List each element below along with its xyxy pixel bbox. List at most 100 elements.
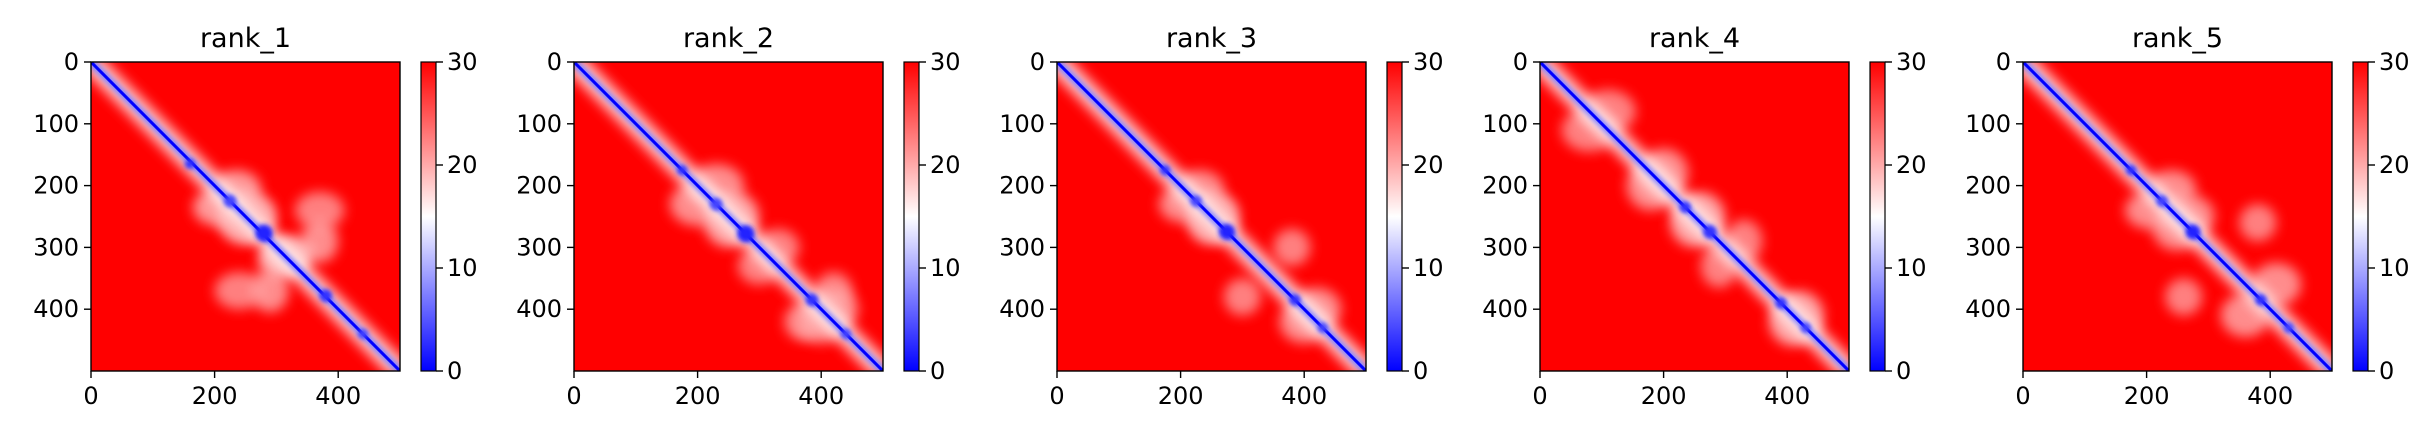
y-tick-label: 300: [33, 233, 79, 261]
heatmap-image: [2023, 62, 2332, 371]
domain-blob-3: [319, 289, 333, 302]
y-tick-label: 0: [64, 48, 79, 76]
y-tick-label: 400: [33, 295, 79, 323]
domain-blob-4: [2283, 322, 2294, 333]
colorbar: [421, 62, 436, 371]
x-tick-label: 0: [566, 382, 581, 410]
colorbar-tick-label: 30: [930, 48, 961, 76]
light-region-2-mirror: [2165, 278, 2203, 316]
domain-blob-0: [1679, 201, 1691, 213]
colorbar-tick-label: 0: [1896, 357, 1911, 385]
light-region-3-mirror: [294, 191, 345, 229]
x-tick-label: 400: [315, 382, 361, 410]
y-tick-label: 0: [547, 48, 562, 76]
x-tick-label: 0: [2015, 382, 2030, 410]
domain-blob-2: [255, 224, 273, 242]
x-tick-label: 200: [675, 382, 721, 410]
heatmap-panel-3: rank_3 0 200 400 0 100 200 300 400 0 10 20 30: [999, 23, 1443, 410]
light-region-3: [214, 272, 265, 310]
colorbar-frame: [1869, 61, 1886, 372]
axes-frame: [90, 61, 401, 372]
colorbar-tick-label: 10: [2379, 254, 2410, 282]
diagonal-line: [2023, 62, 2332, 371]
colorbar-tick-label: 0: [447, 357, 462, 385]
y-tick-label: 400: [1482, 295, 1528, 323]
x-tick-label: 0: [1049, 382, 1064, 410]
y-tick-label: 0: [1030, 48, 1045, 76]
colorbar-tick-label: 20: [930, 151, 961, 179]
colorbar-tick-label: 20: [447, 151, 478, 179]
axes-frame: [573, 61, 884, 372]
colorbar-tick-label: 10: [930, 254, 961, 282]
colorbar-tick-label: 10: [447, 254, 478, 282]
heatmap-panel-5: rank_5 0 200 400 0 100 200 300 400 0 10 20 30: [1965, 23, 2409, 410]
y-tick-label: 100: [516, 110, 562, 138]
heatmap-image: [574, 62, 883, 371]
domain-blob-2: [1218, 223, 1235, 240]
domain-blob-4: [357, 328, 368, 339]
colorbar: [904, 62, 919, 371]
domain-blob-0: [1160, 165, 1171, 176]
colorbar: [2353, 62, 2368, 371]
panel-title: rank_5: [2132, 23, 2223, 54]
y-tick-label: 400: [1965, 295, 2011, 323]
domain-blob-3: [805, 293, 819, 307]
light-region-2-mirror: [1223, 278, 1261, 316]
colorbar-frame: [2352, 61, 2369, 372]
x-tick-label: 200: [1158, 382, 1204, 410]
y-tick-label: 0: [1513, 48, 1528, 76]
colorbar: [1387, 62, 1402, 371]
y-tick-label: 300: [1482, 233, 1528, 261]
y-tick-label: 300: [1965, 233, 2011, 261]
colorbar-frame: [420, 61, 437, 372]
light-region-2: [2239, 204, 2277, 242]
colorbar-tick-label: 20: [2379, 151, 2410, 179]
y-tick-label: 100: [1965, 110, 2011, 138]
x-tick-label: 0: [83, 382, 98, 410]
colorbar-tick-label: 0: [2379, 357, 2394, 385]
heatmap-panel-4: rank_4 0 200 400 0 100 200 300 400 0 10 20 30: [1482, 23, 1926, 410]
axes-frame: [1539, 61, 1850, 372]
colorbar-tick-label: 0: [930, 357, 945, 385]
x-tick-label: 400: [2247, 382, 2293, 410]
colorbar-frame: [1386, 61, 1403, 372]
heatmap-panel-2: rank_2 0 200 400 0 100 200 300 400 0 10 20 30: [516, 23, 960, 410]
heatmap-panel-1: rank_1 0 200 400 0 100 200 300 400 0 10 20 30: [33, 23, 477, 410]
domain-blob-0: [677, 165, 688, 176]
x-tick-label: 400: [1764, 382, 1810, 410]
y-tick-label: 100: [1482, 110, 1528, 138]
colorbar-tick-label: 20: [1413, 151, 1444, 179]
colorbar-tick-label: 0: [1413, 357, 1428, 385]
panel-title: rank_1: [200, 23, 291, 54]
axes-frame: [2022, 61, 2333, 372]
domain-blob-2: [1775, 297, 1787, 309]
y-tick-label: 200: [33, 172, 79, 200]
diagonal-line: [91, 62, 400, 371]
colorbar-tick-label: 30: [1413, 48, 1444, 76]
heatmap-image: [91, 62, 400, 371]
panel-title: rank_2: [683, 23, 774, 54]
colorbar-tick-label: 30: [447, 48, 478, 76]
y-tick-label: 400: [516, 295, 562, 323]
domain-blob-4: [840, 328, 851, 339]
x-tick-label: 200: [2124, 382, 2170, 410]
domain-blob-2: [2185, 224, 2201, 240]
domain-blob-0: [2126, 165, 2137, 176]
y-tick-label: 300: [516, 233, 562, 261]
y-tick-label: 100: [999, 110, 1045, 138]
heatmap-image: [1540, 62, 1849, 371]
y-tick-label: 300: [999, 233, 1045, 261]
y-tick-label: 200: [516, 172, 562, 200]
colorbar-tick-label: 10: [1896, 254, 1927, 282]
colorbar-frame: [903, 61, 920, 372]
colorbar-tick-label: 30: [1896, 48, 1927, 76]
light-region-2-mirror: [251, 269, 289, 313]
domain-blob-3: [2255, 294, 2267, 306]
colorbar-tick-label: 10: [1413, 254, 1444, 282]
diagonal-line: [1057, 62, 1366, 371]
domain-blob-2: [737, 225, 755, 243]
domain-blob-4: [1317, 322, 1328, 333]
colorbar: [1870, 62, 1885, 371]
axes-frame: [1056, 61, 1367, 372]
